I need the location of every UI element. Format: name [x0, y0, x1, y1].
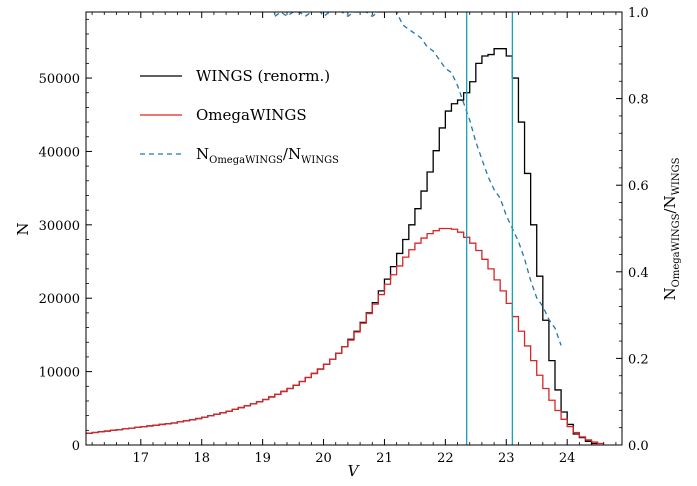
- x-tick-label: 18: [193, 451, 210, 466]
- y-right-tick-label: 0.8: [628, 93, 649, 108]
- y-axis-right-title-sub-den: WINGS: [671, 157, 682, 195]
- y-left-tick-label: 40000: [39, 145, 80, 160]
- legend-label-ratio-sep: /N: [283, 145, 301, 163]
- y-left-tick-label: 30000: [39, 219, 80, 234]
- legend-label-ratio-sub-den: WINGS: [301, 155, 339, 166]
- x-tick-label: 23: [498, 451, 515, 466]
- legend-label-ratio-sub-num: OmegaWINGS: [209, 155, 283, 166]
- y-axis-left-title: N: [14, 222, 32, 235]
- x-tick-label: 20: [315, 451, 332, 466]
- y-axis-right-title-sub-num: OmegaWINGS: [671, 213, 682, 287]
- y-right-tick-label: 0.0: [628, 439, 649, 454]
- y-left-tick-label: 0: [72, 439, 80, 454]
- y-right-tick-label: 0.4: [628, 266, 649, 281]
- y-right-tick-label: 0.2: [628, 352, 649, 367]
- series-line-omegawings: [86, 227, 604, 445]
- series-line-ratio: [274, 12, 562, 346]
- y-right-tick-label: 1.0: [628, 6, 649, 21]
- x-tick-label: 21: [376, 451, 393, 466]
- y-left-tick-label: 50000: [39, 72, 80, 87]
- x-tick-label: 17: [133, 451, 150, 466]
- y-right-tick-label: 0.6: [628, 179, 649, 194]
- x-tick-label: 24: [559, 451, 576, 466]
- y-axis-right-title: NOmegaWINGS/NWINGS: [661, 157, 682, 300]
- x-tick-label: 19: [254, 451, 271, 466]
- plot-frame: [85, 11, 623, 446]
- y-left-tick-label: 10000: [39, 366, 80, 381]
- x-tick-label: 22: [437, 451, 454, 466]
- y-axis-right-title-sep: /N: [661, 195, 679, 213]
- x-axis-title: V: [348, 462, 361, 480]
- legend-label-omegawings: OmegaWINGS: [196, 106, 307, 124]
- plot-area: [86, 12, 604, 445]
- legend-label-ratio-base: N: [196, 145, 209, 163]
- legend-label-ratio: NOmegaWINGS/NWINGS: [196, 145, 339, 166]
- legend: WINGS (renorm.) OmegaWINGS NOmegaWINGS/N…: [140, 67, 339, 166]
- legend-label-wings: WINGS (renorm.): [196, 67, 330, 85]
- series-line-wings: [86, 48, 598, 445]
- y-left-tick-label: 20000: [39, 292, 80, 307]
- y-axis-right-title-base: N: [661, 287, 679, 300]
